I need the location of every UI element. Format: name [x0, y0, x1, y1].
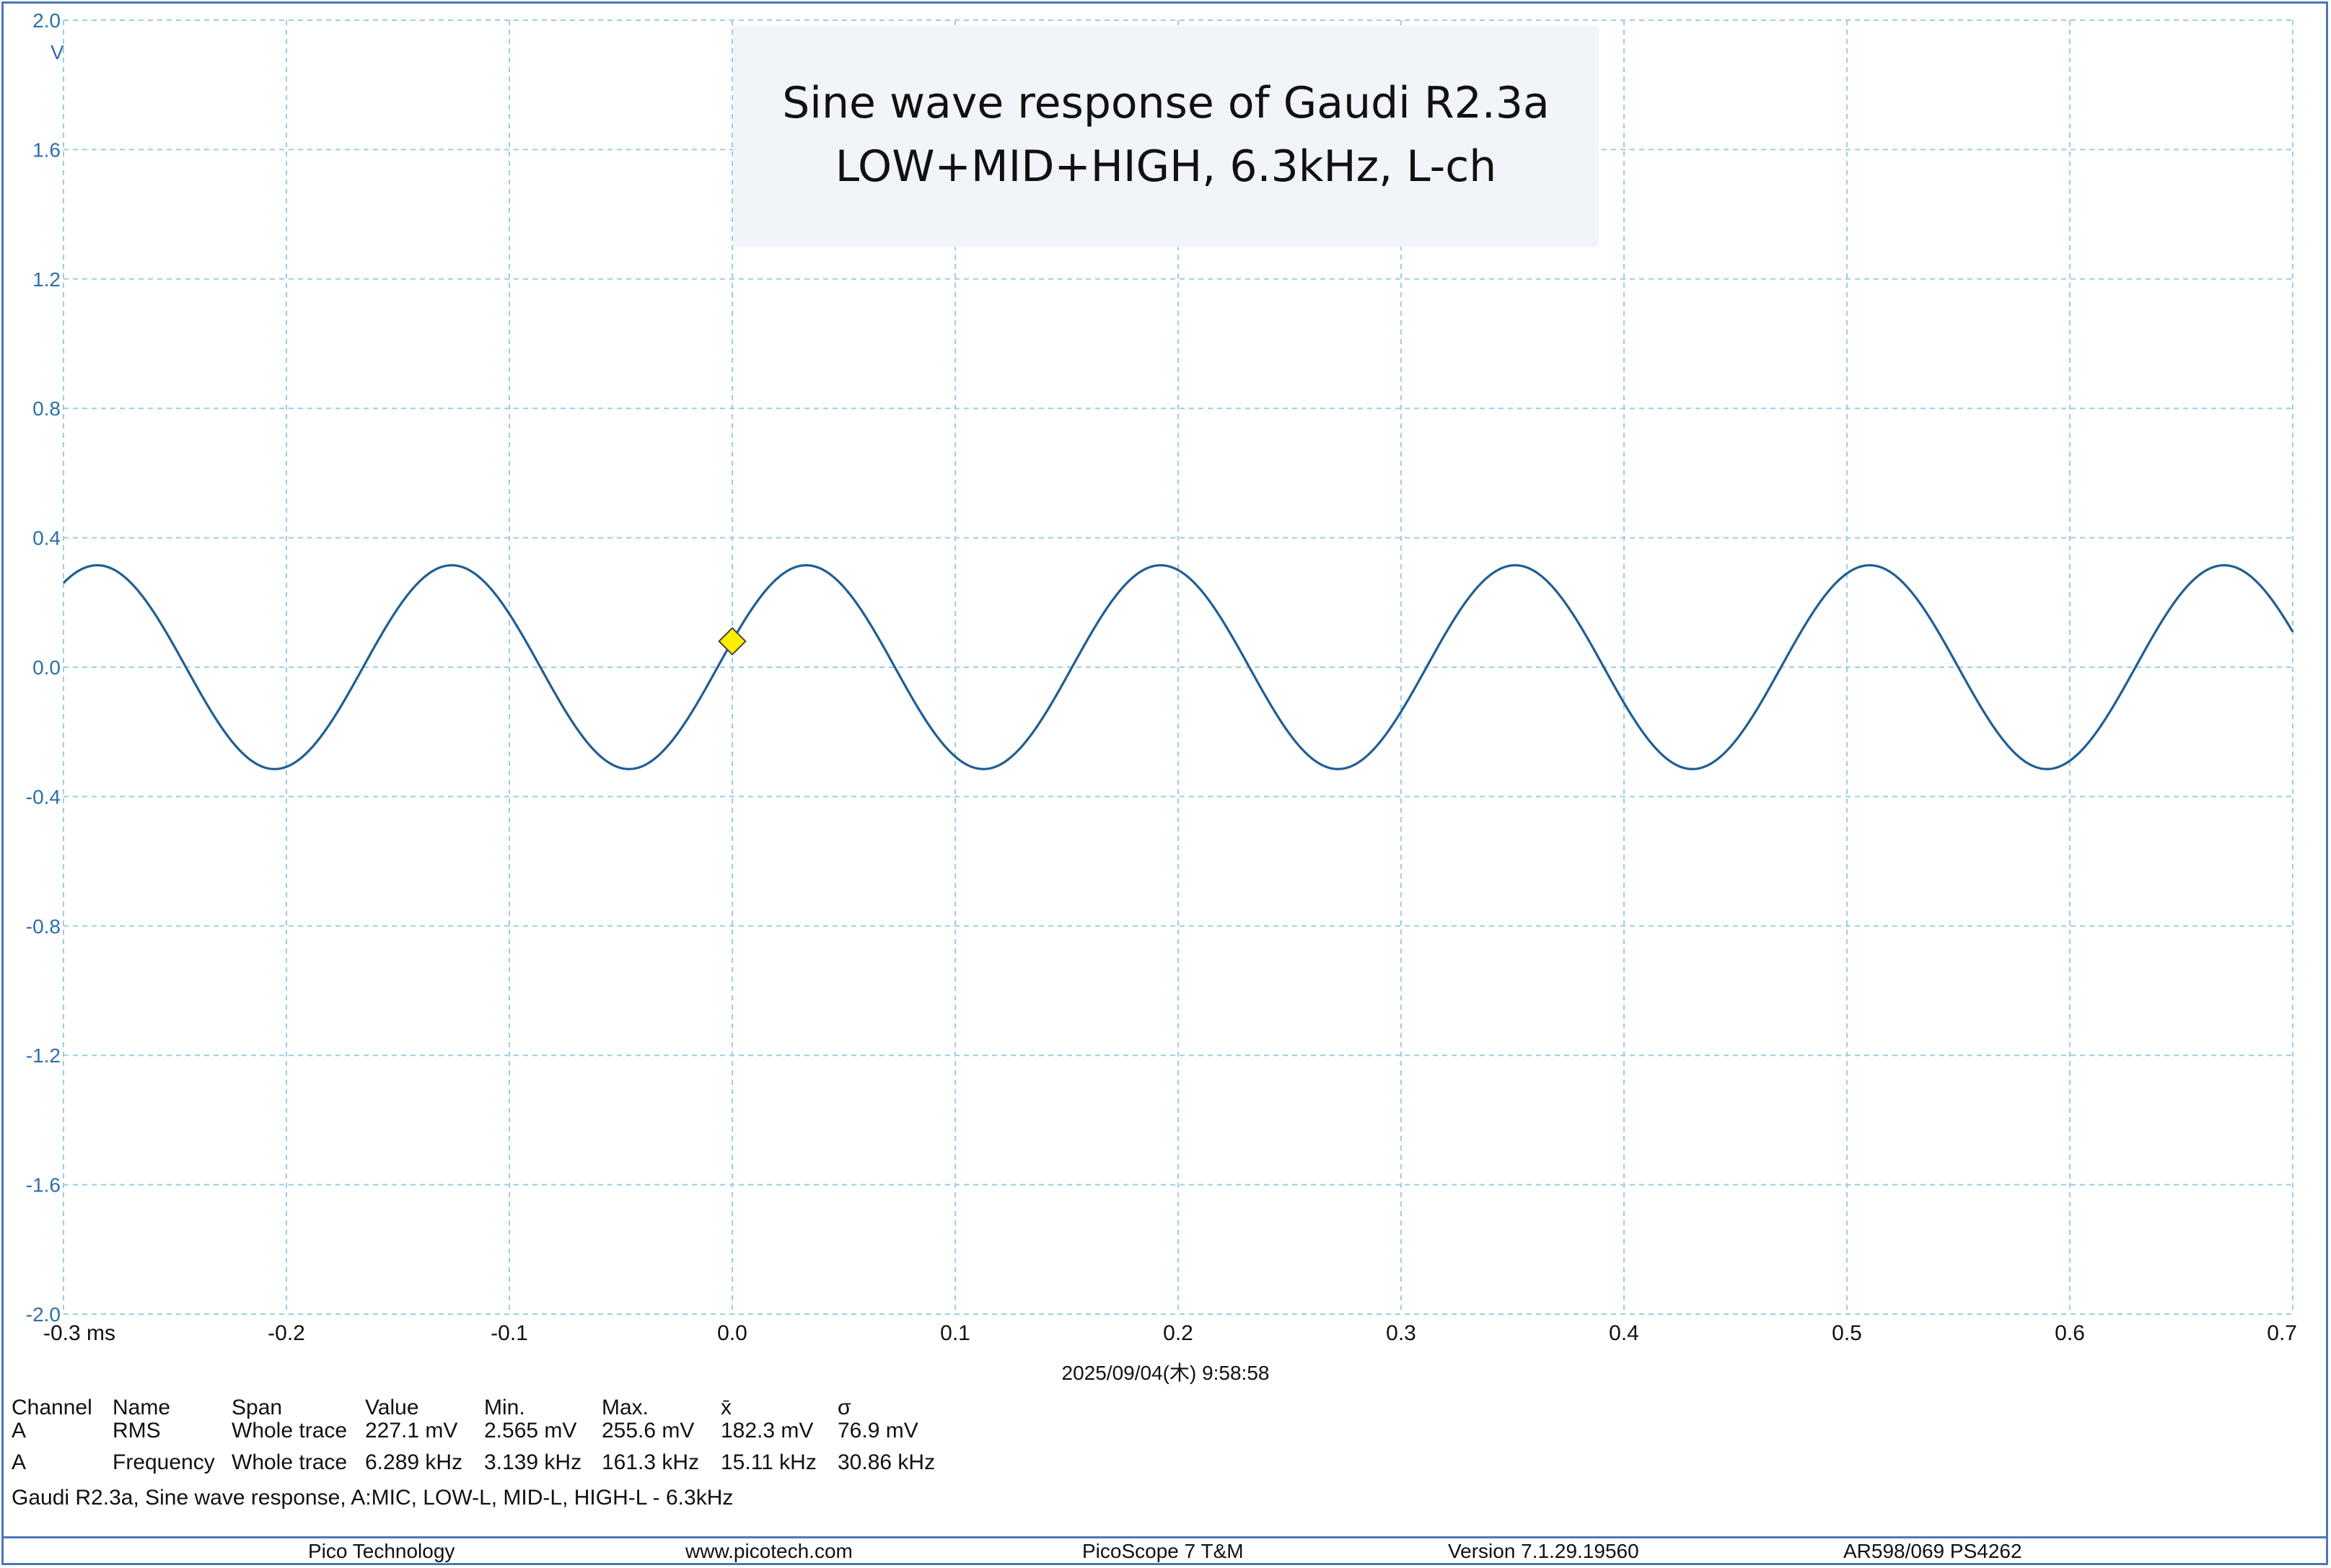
x-tick-label: 0.3	[1386, 1321, 1416, 1345]
table-cell: 6.289 kHz	[365, 1450, 463, 1474]
header-cell: Min.	[484, 1396, 525, 1419]
footer-website[interactable]: www.picotech.com	[685, 1540, 853, 1562]
table-cell: Whole trace	[232, 1450, 348, 1474]
y-tick-label: 1.2	[32, 268, 61, 291]
y-tick-label: -0.8	[26, 915, 61, 938]
y-tick-label: 2.0	[32, 9, 61, 32]
x-tick-label: 0.1	[940, 1321, 970, 1345]
x-tick-label: 0.5	[1832, 1321, 1862, 1345]
y-tick-label: 0.4	[32, 527, 61, 550]
table-cell: 76.9 mV	[838, 1419, 918, 1443]
table-cell: 2.565 mV	[484, 1419, 577, 1443]
footer-version: Version 7.1.29.19560	[1448, 1540, 1639, 1562]
x-tick-label: 0.0	[717, 1321, 747, 1345]
header-cell: Value	[365, 1396, 419, 1419]
x-tick-label: 0.6	[2055, 1321, 2085, 1345]
footer-device: AR598/069 PS4262	[1843, 1540, 2022, 1562]
x-tick-label: -0.2	[268, 1321, 305, 1345]
table-cell: A	[12, 1419, 27, 1443]
header-cell: Name	[113, 1396, 171, 1419]
header-cell: Channel	[12, 1396, 92, 1419]
header-cell: Max.	[602, 1396, 649, 1419]
status-footer: Pico Technology www.picotech.com PicoSco…	[4, 1536, 2327, 1564]
capture-timestamp: 2025/09/04(木) 9:58:58	[1061, 1362, 1270, 1384]
y-tick-label: -1.2	[26, 1044, 61, 1067]
table-cell: 227.1 mV	[365, 1419, 458, 1443]
table-cell: 30.86 kHz	[838, 1450, 936, 1474]
table-cell: A	[12, 1450, 27, 1474]
table-cell: 161.3 kHz	[602, 1450, 700, 1474]
footer-company: Pico Technology	[308, 1540, 455, 1562]
chart-subtitle: LOW+MID+HIGH, 6.3kHz, L-ch	[835, 141, 1497, 192]
chart-title-box: Sine wave response of Gaudi R2.3a LOW+MI…	[733, 26, 1599, 247]
table-cell: RMS	[113, 1419, 161, 1443]
header-cell: x̄	[721, 1396, 732, 1419]
y-tick-label: 0.8	[32, 397, 61, 420]
x-tick-label: -0.3 ms	[43, 1321, 115, 1345]
table-cell: Frequency	[113, 1450, 215, 1474]
table-cell: Whole trace	[232, 1419, 348, 1443]
y-tick-label: 1.6	[32, 138, 61, 161]
x-tick-label: -0.1	[491, 1321, 528, 1345]
chart-title: Sine wave response of Gaudi R2.3a	[782, 78, 1550, 128]
y-tick-label: 0.0	[32, 656, 61, 679]
header-cell: Span	[232, 1396, 283, 1419]
table-cell: 15.11 kHz	[721, 1450, 817, 1474]
y-tick-label: -1.6	[26, 1174, 61, 1197]
x-axis-ticks: -0.3 ms -0.2 -0.1 0.0 0.1 0.2 0.3 0.4 0.5 0.6 0.7	[43, 1321, 2297, 1345]
grid	[63, 19, 2293, 1315]
y-unit-label: V	[51, 41, 64, 63]
y-axis-ticks: 2.0 1.6 1.2 0.8 0.4 0.0 -0.4 -0.8 -1.2 -1.6 -2.0	[26, 9, 61, 1326]
capture-caption: Gaudi R2.3a, Sine wave response, A:MIC, …	[12, 1486, 734, 1510]
table-cell: 3.139 kHz	[484, 1450, 582, 1474]
y-tick-label: -0.4	[26, 785, 61, 808]
table-cell: 255.6 mV	[602, 1419, 695, 1443]
x-tick-label: 0.7	[2267, 1321, 2297, 1345]
footer-product: PicoScope 7 T&M	[1082, 1540, 1244, 1562]
y-tick-label: -2.0	[26, 1303, 61, 1326]
scope-plot: 2.0 1.6 1.2 0.8 0.4 0.0 -0.4 -0.8 -1.2 -1.6 -2.0 -…	[26, 9, 2297, 1345]
table-cell: 182.3 mV	[721, 1419, 814, 1443]
x-tick-label: 0.2	[1163, 1321, 1193, 1345]
header-cell: σ	[838, 1396, 851, 1419]
trigger-marker[interactable]	[718, 627, 747, 656]
x-tick-label: 0.4	[1609, 1321, 1639, 1345]
channel-a-trace	[62, 564, 2294, 770]
